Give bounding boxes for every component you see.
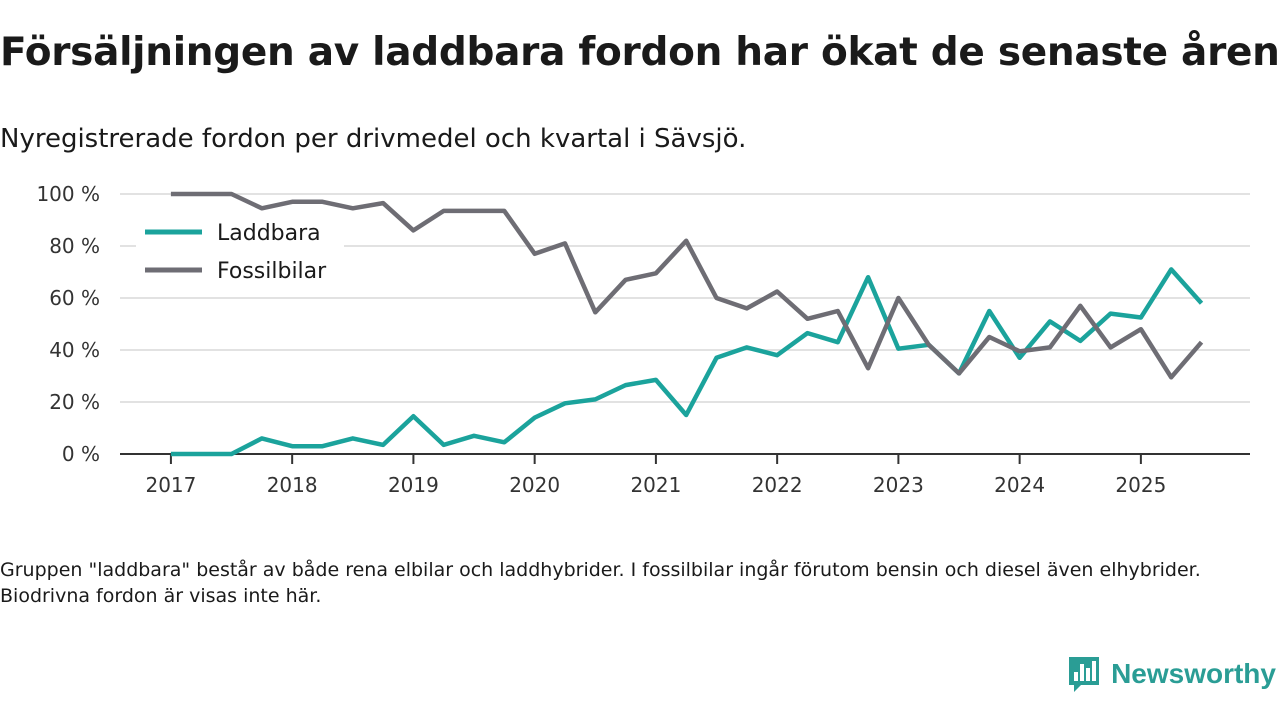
bar-chart-speech-icon — [1069, 657, 1100, 692]
x-tick-label: 2024 — [994, 473, 1045, 497]
y-tick-label: 80 % — [49, 234, 100, 258]
legend-background — [136, 214, 344, 296]
y-tick-label: 0 % — [62, 442, 100, 466]
brand-logo[interactable]: Newsworthy — [1067, 654, 1276, 694]
x-tick-label: 2025 — [1115, 473, 1166, 497]
brand-name: Newsworthy — [1111, 658, 1276, 689]
x-tick-label: 2023 — [873, 473, 924, 497]
y-tick-label: 20 % — [49, 390, 100, 414]
chart-subtitle: Nyregistrerade fordon per drivmedel och … — [0, 124, 747, 154]
chart-title: Försäljningen av laddbara fordon har öka… — [0, 30, 1280, 75]
legend-label-laddbara: Laddbara — [217, 221, 321, 246]
x-tick-label: 2021 — [630, 473, 681, 497]
y-tick-label: 40 % — [49, 338, 100, 362]
footnote: Gruppen "laddbara" består av både rena e… — [0, 559, 1201, 607]
line-chart: 0 % 20 % 40 % 60 % 80 % 100 % 2017 2018 2019 2020… — [36, 182, 1250, 497]
y-tick-label: 100 % — [36, 182, 100, 206]
x-tick-label: 2020 — [509, 473, 560, 497]
series-line-laddbara — [170, 267, 1204, 457]
series-line-fossilbilar — [170, 191, 1204, 380]
y-tick-label: 60 % — [49, 286, 100, 310]
x-tick-label: 2022 — [752, 473, 803, 497]
x-tick-label: 2018 — [267, 473, 318, 497]
x-tick-label: 2017 — [145, 473, 196, 497]
legend-label-fossilbilar: Fossilbilar — [217, 259, 327, 284]
x-tick-label: 2019 — [388, 473, 439, 497]
